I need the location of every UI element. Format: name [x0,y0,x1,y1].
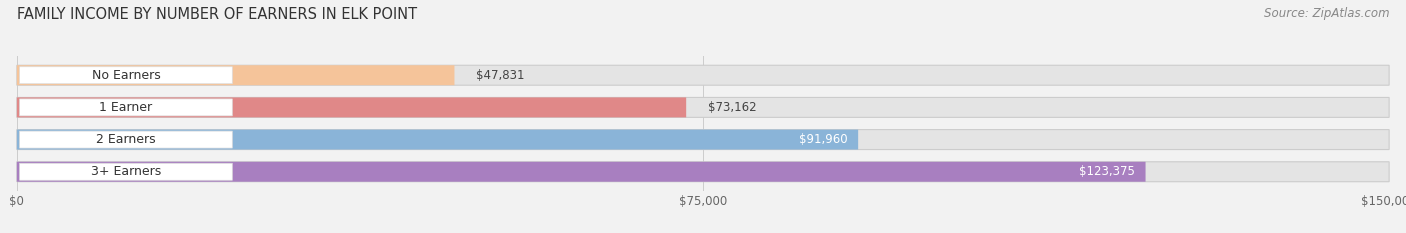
Text: No Earners: No Earners [91,69,160,82]
FancyBboxPatch shape [17,162,1389,182]
Text: 1 Earner: 1 Earner [100,101,152,114]
FancyBboxPatch shape [17,130,858,150]
Text: FAMILY INCOME BY NUMBER OF EARNERS IN ELK POINT: FAMILY INCOME BY NUMBER OF EARNERS IN EL… [17,7,418,22]
Text: 3+ Earners: 3+ Earners [91,165,162,178]
FancyBboxPatch shape [17,65,1389,85]
Text: $123,375: $123,375 [1078,165,1135,178]
Text: $91,960: $91,960 [799,133,848,146]
Text: $47,831: $47,831 [477,69,524,82]
FancyBboxPatch shape [20,163,232,180]
FancyBboxPatch shape [17,65,454,85]
Text: 2 Earners: 2 Earners [96,133,156,146]
FancyBboxPatch shape [17,97,686,117]
Text: Source: ZipAtlas.com: Source: ZipAtlas.com [1264,7,1389,20]
FancyBboxPatch shape [20,99,232,116]
FancyBboxPatch shape [20,131,232,148]
Text: $73,162: $73,162 [709,101,756,114]
FancyBboxPatch shape [17,162,1146,182]
FancyBboxPatch shape [17,130,1389,150]
FancyBboxPatch shape [17,97,1389,117]
FancyBboxPatch shape [20,67,232,84]
